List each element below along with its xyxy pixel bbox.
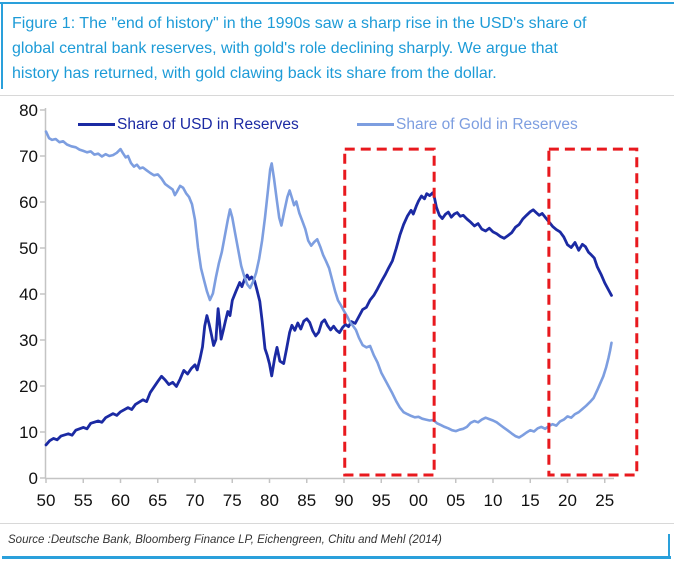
usd-line bbox=[44, 191, 613, 447]
y-tick-label: 20 bbox=[19, 377, 38, 396]
left-border-line bbox=[1, 2, 3, 89]
title-line-2: global central bank reserves, with gold'… bbox=[12, 40, 558, 57]
y-tick-label: 0 bbox=[29, 469, 38, 488]
x-tick-label: 65 bbox=[148, 491, 167, 510]
gold-legend-line-icon bbox=[357, 123, 394, 126]
x-tick-label: 25 bbox=[595, 491, 614, 510]
right-border-line bbox=[668, 534, 670, 556]
title-line-3: history has returned, with gold clawing … bbox=[12, 65, 497, 82]
figure-title: Figure 1: The "end of history" in the 19… bbox=[12, 11, 672, 86]
gold-legend-label: Share of Gold in Reserves bbox=[396, 116, 578, 133]
x-tick-label: 55 bbox=[74, 491, 93, 510]
x-tick-label: 75 bbox=[223, 491, 242, 510]
title-line-1: Figure 1: The "end of history" in the 19… bbox=[12, 15, 587, 32]
usd-legend-label: Share of USD in Reserves bbox=[117, 116, 299, 133]
y-tick-label: 70 bbox=[19, 147, 38, 166]
y-tick-label: 40 bbox=[19, 285, 38, 304]
x-tick-label: 20 bbox=[558, 491, 577, 510]
y-tick-label: 50 bbox=[19, 239, 38, 258]
x-tick-label: 10 bbox=[484, 491, 503, 510]
usd-legend-line-icon bbox=[78, 123, 115, 126]
y-tick-label: 30 bbox=[19, 331, 38, 350]
x-tick-label: 15 bbox=[521, 491, 540, 510]
title-divider bbox=[0, 95, 674, 96]
bottom-border-line bbox=[2, 556, 671, 559]
x-tick-label: 00 bbox=[409, 491, 428, 510]
x-tick-label: 85 bbox=[297, 491, 316, 510]
x-tick-label: 70 bbox=[186, 491, 205, 510]
x-tick-label: 80 bbox=[260, 491, 279, 510]
x-tick-label: 50 bbox=[37, 491, 56, 510]
gold-line bbox=[44, 130, 613, 439]
y-tick-label: 60 bbox=[19, 193, 38, 212]
top-border-line bbox=[0, 2, 674, 4]
legend: Share of USD in Reserves Share of Gold i… bbox=[0, 116, 674, 134]
x-tick-label: 95 bbox=[372, 491, 391, 510]
source-divider bbox=[0, 523, 674, 524]
x-tick-label: 05 bbox=[446, 491, 465, 510]
x-tick-label: 60 bbox=[111, 491, 130, 510]
y-tick-label: 80 bbox=[19, 101, 38, 120]
highlight-rect bbox=[547, 147, 639, 477]
source-text: Source :Deutsche Bank, Bloomberg Finance… bbox=[8, 534, 442, 546]
y-tick-label: 10 bbox=[19, 423, 38, 442]
x-tick-label: 90 bbox=[335, 491, 354, 510]
